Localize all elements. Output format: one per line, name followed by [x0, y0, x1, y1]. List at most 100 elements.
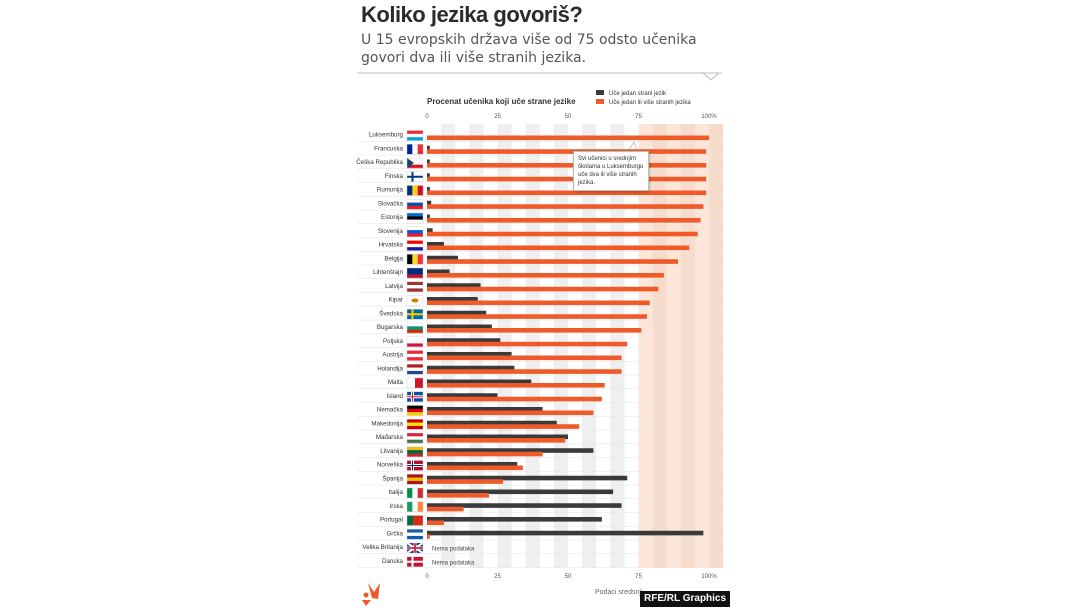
flag-stripe [407, 329, 423, 334]
country-label: Portugal [380, 517, 403, 524]
chart-title: Procenat učenika koji uče strane jezike [427, 97, 576, 106]
bar-one-language [427, 269, 450, 275]
flag-border [406, 542, 424, 554]
bar-one-language [427, 173, 430, 178]
country-label: Kipar [389, 297, 403, 304]
bar-one-language [427, 228, 433, 233]
flag-border [406, 267, 424, 279]
flag-stripe [407, 367, 423, 372]
flag-stripe [407, 240, 423, 245]
flag-stripe [407, 161, 423, 165]
bar-one-language [427, 310, 487, 316]
flag-icon [406, 212, 424, 224]
flag-stripe [407, 254, 413, 265]
highlight-band-stripe [709, 124, 724, 568]
flag-stripe [407, 340, 423, 344]
flag-icon [406, 254, 424, 265]
country-label: Makedonija [371, 420, 403, 427]
flag-stripe [407, 326, 423, 330]
flag-stripe [407, 370, 423, 375]
bar-one-language [427, 324, 492, 330]
bar-one-language [427, 517, 602, 522]
flag-icon [406, 295, 424, 306]
flag-border [406, 199, 424, 210]
flag-stripe [407, 219, 423, 224]
flag-stripe [407, 130, 423, 135]
flag-border [406, 556, 424, 567]
country-label: Luksemburg [369, 132, 404, 139]
country-label: Lihtenštajn [373, 269, 403, 276]
flag-stripe [407, 271, 423, 275]
flag-icon [406, 405, 424, 416]
bar-two-or-more [427, 493, 490, 498]
flag-stripe [407, 357, 423, 361]
country-label: Velika Britanija [362, 544, 403, 551]
flag-stripe [407, 247, 423, 251]
flag-border [406, 391, 424, 402]
tick-label-bottom: 0 [425, 574, 429, 580]
tick-label-top: 50 [565, 114, 572, 120]
flag-cross [407, 547, 423, 549]
bar-one-language [427, 475, 628, 481]
flag-stripe [407, 433, 423, 437]
flag-icon [406, 267, 424, 279]
flag-icon [406, 185, 424, 196]
flag-stripe [407, 213, 423, 217]
bar-one-language [427, 379, 532, 385]
flag-cross [407, 313, 423, 316]
flag-stripe [417, 488, 424, 498]
flag-stripe [407, 535, 423, 540]
flag-border [406, 405, 424, 416]
bar-two-or-more [427, 396, 602, 402]
flag-stripe [407, 268, 423, 272]
flag-stripe [407, 230, 423, 234]
flag-stripe [417, 185, 424, 196]
flag-stripe [407, 408, 423, 413]
bar-one-language [427, 352, 512, 357]
flag-stripe [407, 274, 423, 279]
country-label: Austrija [382, 352, 403, 359]
annotation-callout: Svi učenici u srednjim školama u Luksemb… [573, 151, 649, 191]
flag-stripe [407, 405, 423, 410]
flag-cross [407, 560, 423, 563]
flag-stripe [407, 353, 423, 358]
country-label: Francuska [374, 145, 403, 152]
flag-stripe [407, 515, 414, 526]
flag-stripe [412, 185, 418, 196]
bar-two-or-more [427, 218, 701, 223]
country-label: Danska [382, 558, 404, 565]
flag-border [406, 130, 424, 141]
legend-label-two-or-more: Uče jedan ili više stranih jezika [609, 100, 691, 106]
country-label: Latvija [385, 283, 403, 290]
bar-two-or-more [427, 341, 628, 347]
bar-one-language [427, 187, 430, 192]
country-label: Irska [390, 503, 404, 510]
flag-icon [406, 446, 424, 457]
flag-stripe [407, 243, 423, 248]
bar-one-language [427, 297, 478, 302]
flag-border [406, 474, 424, 485]
flag-border [406, 364, 424, 375]
flag-cross [407, 396, 423, 398]
flag-icon [406, 226, 424, 237]
country-label: Holandija [377, 365, 403, 372]
flag-icon [406, 474, 424, 485]
bar-one-language [427, 283, 481, 288]
bar-one-language [427, 448, 594, 453]
flag-stripe [407, 446, 423, 451]
flag-stripe [417, 144, 424, 155]
bar-two-or-more [427, 300, 650, 306]
flag-border [406, 157, 424, 169]
flag-stripe [407, 453, 423, 457]
legend-label-one-language: Uče jedan strani jezik [609, 91, 667, 97]
tick-label-bottom: 75 [635, 574, 642, 580]
bar-two-or-more [427, 286, 659, 292]
flag-stripe [407, 158, 423, 162]
country-label: Belgija [384, 255, 403, 262]
flag-icon [406, 556, 424, 567]
bar-one-language [427, 503, 622, 508]
bar-two-or-more [427, 438, 566, 443]
bar-two-or-more [427, 135, 709, 141]
flag-stripe [407, 295, 423, 300]
